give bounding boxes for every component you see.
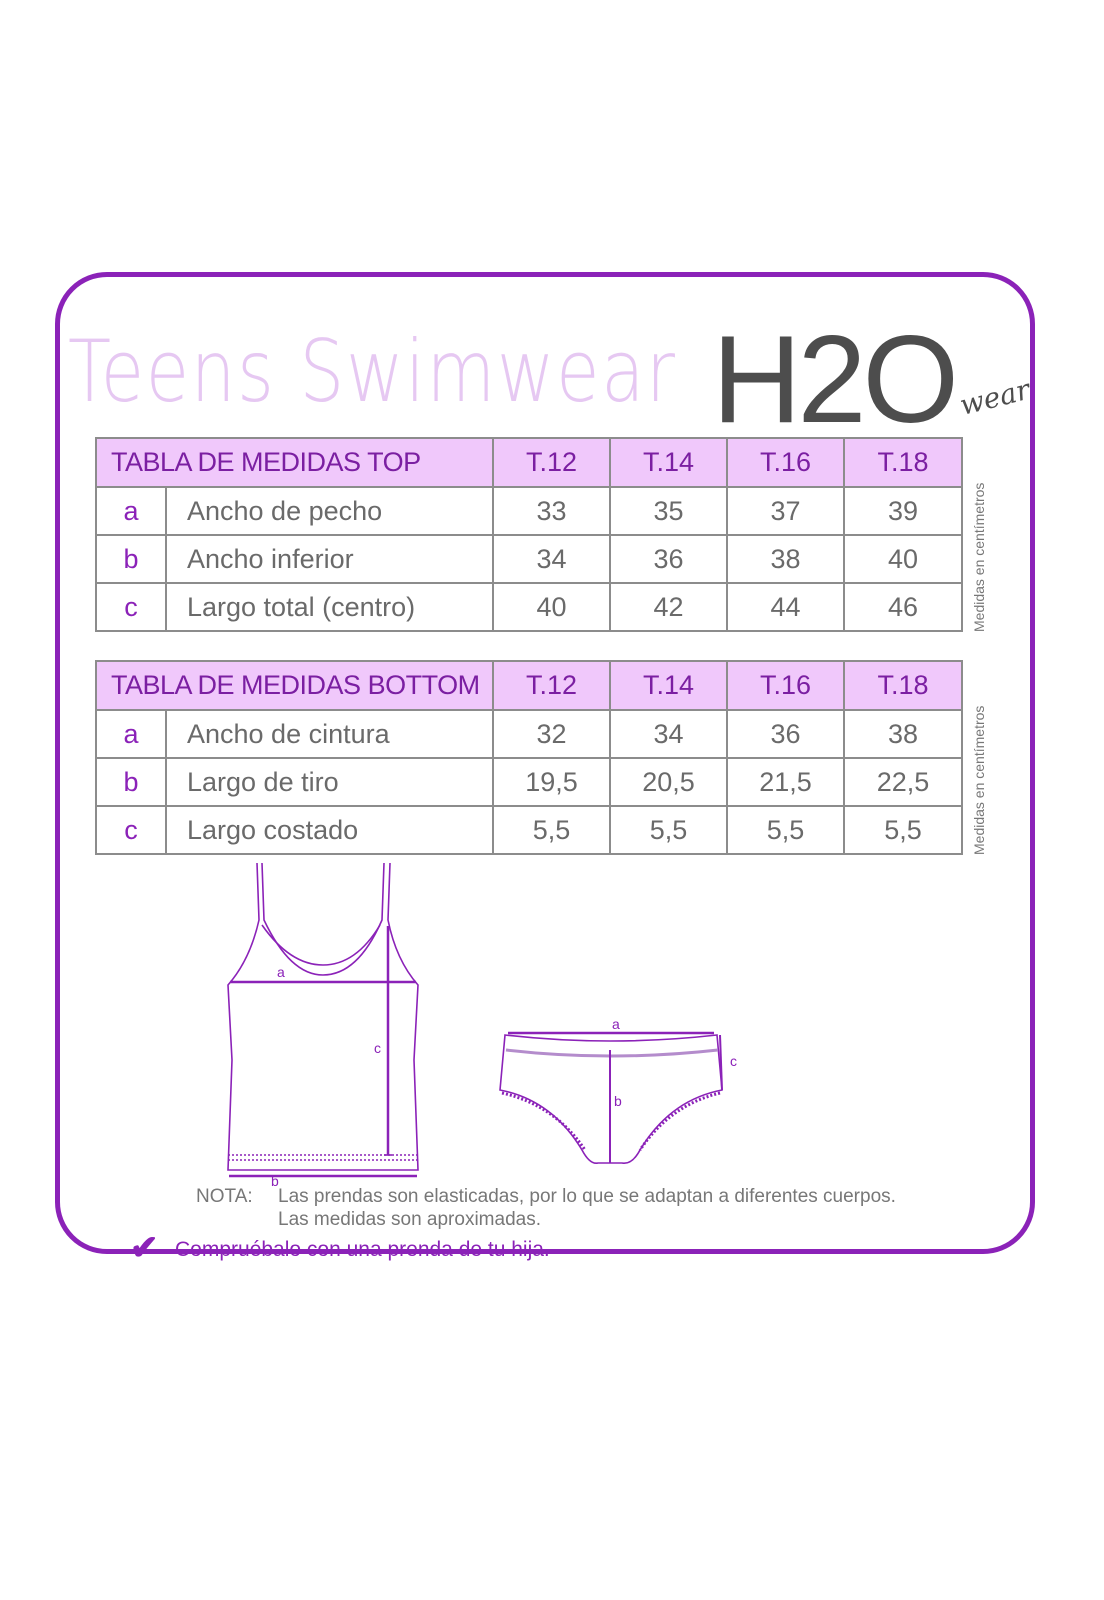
note: NOTA: Las prendas son elasticadas, por lo…	[196, 1186, 896, 1208]
size-header: T.18	[843, 660, 964, 711]
cell-value: 40	[843, 534, 964, 584]
cell-value: 36	[726, 709, 846, 759]
table-row: a Ancho de pecho 33 35 37 39	[95, 486, 964, 536]
table-header-row: TABLA DE MEDIDAS BOTTOM T.12 T.14 T.16 T…	[94, 660, 964, 711]
brand-logo-main: H2O	[712, 311, 959, 449]
size-header: T.16	[726, 660, 846, 711]
row-letter: b	[95, 534, 167, 584]
cell-value: 38	[843, 709, 964, 759]
size-header: T.12	[492, 660, 612, 711]
cell-value: 33	[492, 486, 612, 536]
row-letter: c	[95, 582, 167, 632]
cell-value: 46	[843, 582, 964, 632]
content-frame	[55, 272, 1035, 1254]
diagram-label-b: b	[614, 1093, 622, 1109]
table-header-row: TABLA DE MEDIDAS TOP T.12 T.14 T.16 T.18	[94, 437, 964, 488]
diagram-label-c: c	[374, 1040, 381, 1056]
size-header: T.12	[492, 437, 612, 488]
cell-value: 32	[492, 709, 612, 759]
cell-value: 5,5	[843, 805, 964, 855]
top-size-table: TABLA DE MEDIDAS TOP T.12 T.14 T.16 T.18…	[94, 437, 964, 632]
diagram-label-a: a	[612, 1016, 620, 1032]
check-text: Compruébalo con una prenda de tu hija.	[175, 1238, 550, 1261]
table-row: c Largo costado 5,5 5,5 5,5 5,5	[95, 805, 964, 855]
note-line1: Las prendas son elasticadas, por lo que …	[278, 1186, 896, 1207]
cell-value: 40	[492, 582, 612, 632]
table-title: TABLA DE MEDIDAS TOP	[94, 437, 495, 488]
tank-top-diagram	[227, 862, 419, 1178]
row-label: Largo de tiro	[164, 757, 495, 807]
row-label: Largo costado	[164, 805, 495, 855]
row-letter: c	[95, 805, 167, 855]
brand-logo: H2O	[712, 318, 959, 442]
cell-value: 44	[726, 582, 846, 632]
size-header: T.14	[609, 437, 729, 488]
page-title: Teens Swimwear	[68, 322, 677, 422]
cell-value: 5,5	[492, 805, 612, 855]
cell-value: 22,5	[843, 757, 964, 807]
table-row: b Largo de tiro 19,5 20,5 21,5 22,5	[95, 757, 964, 807]
checkmark-icon: ✔	[130, 1229, 159, 1267]
table-row: c Largo total (centro) 40 42 44 46	[95, 582, 964, 632]
cell-value: 42	[609, 582, 729, 632]
size-header: T.14	[609, 660, 729, 711]
cell-value: 34	[492, 534, 612, 584]
note-line2: Las medidas son aproximadas.	[278, 1209, 541, 1230]
cell-value: 19,5	[492, 757, 612, 807]
bottom-size-table: TABLA DE MEDIDAS BOTTOM T.12 T.14 T.16 T…	[94, 660, 964, 855]
cell-value: 37	[726, 486, 846, 536]
size-header: T.16	[726, 437, 846, 488]
table-row: a Ancho de cintura 32 34 36 38	[95, 709, 964, 759]
row-letter: a	[95, 486, 167, 536]
brief-diagram	[499, 1031, 723, 1165]
cell-value: 5,5	[726, 805, 846, 855]
cell-value: 5,5	[609, 805, 729, 855]
cell-value: 21,5	[726, 757, 846, 807]
cell-value: 34	[609, 709, 729, 759]
cell-value: 39	[843, 486, 964, 536]
cell-value: 38	[726, 534, 846, 584]
table-row: b Ancho inferior 34 36 38 40	[95, 534, 964, 584]
row-label: Ancho de pecho	[164, 486, 495, 536]
row-letter: a	[95, 709, 167, 759]
diagram-label-a: a	[277, 964, 285, 980]
table-title: TABLA DE MEDIDAS BOTTOM	[94, 660, 495, 711]
row-label: Ancho de cintura	[164, 709, 495, 759]
row-letter: b	[95, 757, 167, 807]
cell-value: 36	[609, 534, 729, 584]
row-label: Largo total (centro)	[164, 582, 495, 632]
row-label: Ancho inferior	[164, 534, 495, 584]
cell-value: 20,5	[609, 757, 729, 807]
diagram-label-c: c	[730, 1053, 737, 1069]
note-label: NOTA:	[196, 1186, 253, 1207]
cell-value: 35	[609, 486, 729, 536]
size-header: T.18	[843, 437, 964, 488]
diagram-label-b: b	[271, 1173, 279, 1189]
